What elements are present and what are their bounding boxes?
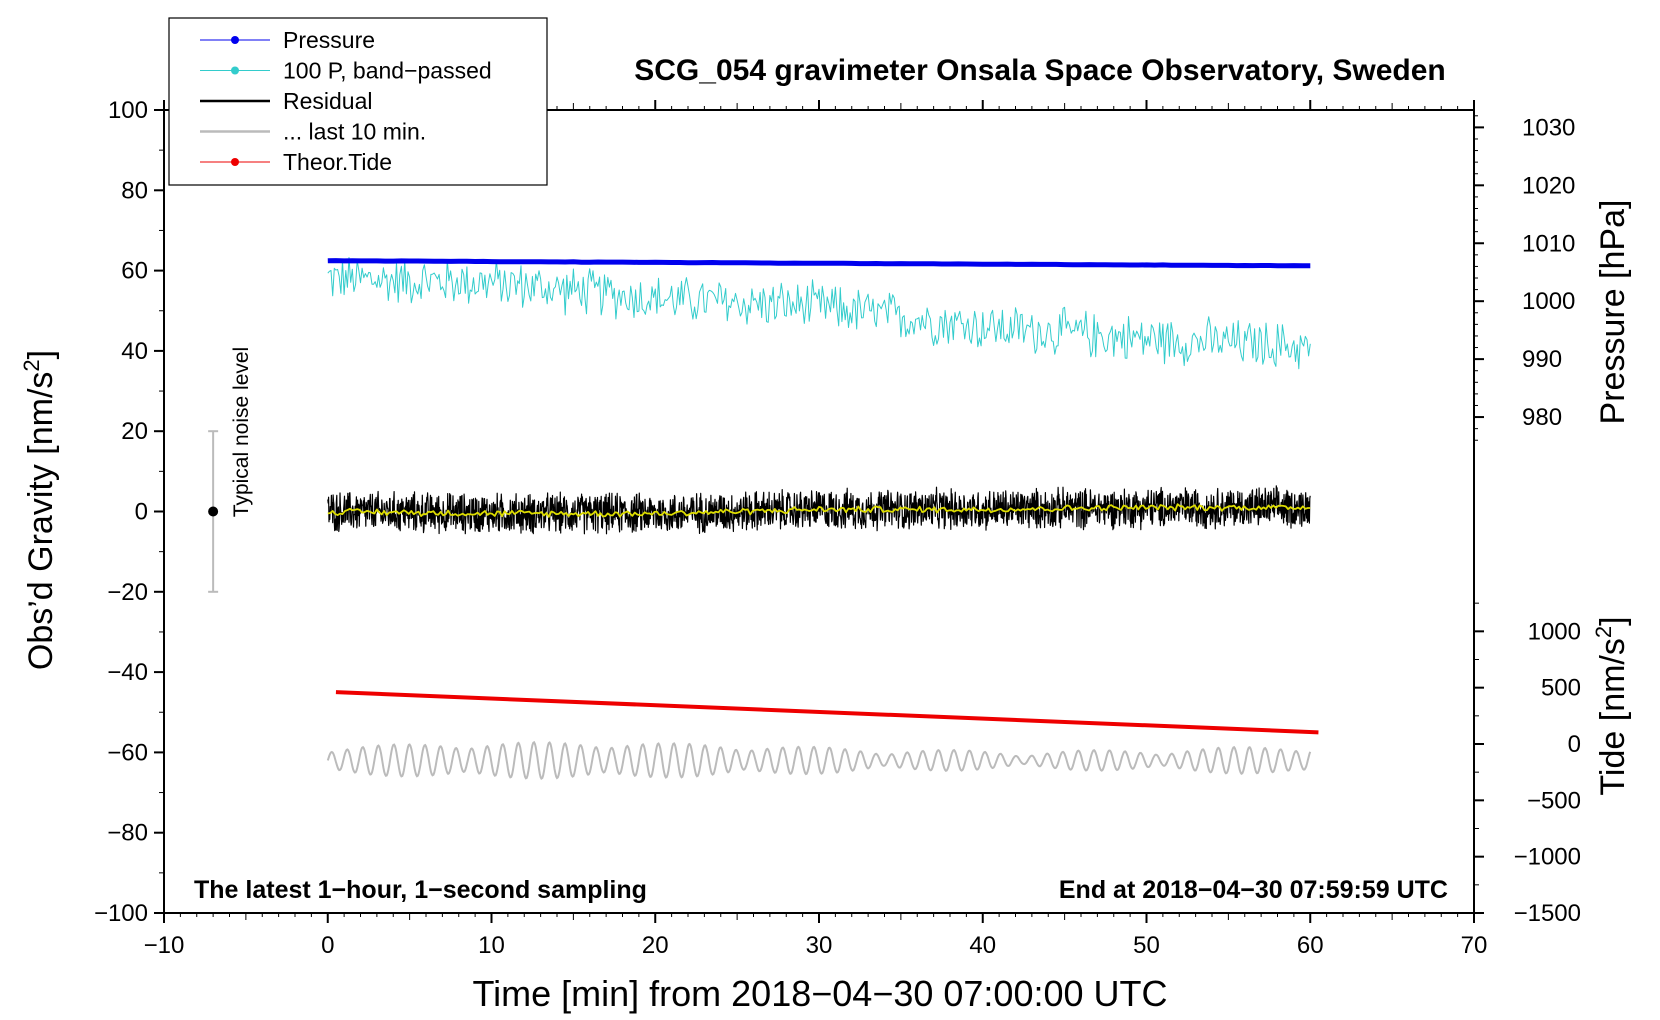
y-tide-tick-label: 1000 (1528, 618, 1581, 645)
y-tide-tick-label: −1500 (1514, 900, 1581, 927)
x-axis: −10 0 10 20 30 40 50 60 70 (144, 100, 1488, 959)
y-tide-tick-label: −500 (1527, 787, 1581, 814)
legend-entries: Pressure 100 P, band−passed Residual ... la… (200, 27, 492, 175)
y-axis-right: 1030 1020 1010 1000 990 980 1000 500 0 −500 −1000 −… (1474, 114, 1581, 927)
series-pressure (327, 258, 1311, 269)
y-left-tick-label: −60 (107, 739, 148, 766)
y-left-tick-label: 100 (108, 97, 148, 124)
x-tick-label: 40 (969, 932, 996, 959)
legend-label: Pressure (283, 27, 375, 53)
noise-label: Typical noise level (230, 347, 253, 517)
legend-marker (231, 36, 239, 44)
y-tide-tick-label: 0 (1568, 731, 1581, 758)
series-layer (326, 257, 1319, 781)
series-last-10-min (326, 740, 1312, 781)
y-left-tick-label: −40 (107, 659, 148, 686)
y-axis-label-tide-sup: 2 (1591, 626, 1616, 638)
series-band-passed-pressure (327, 257, 1311, 370)
legend-marker (231, 66, 239, 75)
y-axis-label-left-main: Obs’d Gravity [nm/s (22, 372, 60, 671)
annotation-bottom-right: End at 2018−04−30 07:59:59 UTC (1059, 876, 1448, 904)
y-pressure-tick-label: 1000 (1522, 288, 1575, 315)
legend: Pressure 100 P, band−passed Residual ... la… (168, 17, 548, 186)
y-axis-label-tide: Tide [nm/s2] (1591, 616, 1632, 795)
y-left-tick-label: −20 (107, 579, 148, 606)
series-residual-smoothed (327, 503, 1311, 518)
noise-dot (208, 506, 219, 517)
series-residual (327, 485, 1311, 535)
y-pressure-tick-label: 1010 (1522, 230, 1575, 257)
legend-label: Theor.Tide (283, 149, 392, 175)
x-tick-label: −10 (144, 932, 185, 959)
y-left-tick-label: 40 (121, 338, 148, 365)
y-left-tick-label: 80 (121, 177, 148, 204)
noise-indicator: Typical noise level (208, 347, 253, 593)
y-pressure-tick-label: 1020 (1522, 172, 1575, 199)
y-left-tick-label: 0 (135, 499, 148, 526)
x-tick-label: 0 (321, 932, 334, 959)
y-axis-left: 100 80 60 40 20 0 −20 −40 −60 −80 −100 (94, 97, 164, 927)
y-axis-label-left-sup: 2 (19, 359, 44, 371)
y-axis-label-tide-main: Tide [nm/s (1594, 638, 1632, 795)
series-theor-tide (335, 690, 1319, 735)
chart-title: SCG_054 gravimeter Onsala Space Observat… (634, 54, 1446, 87)
y-left-tick-label: −100 (94, 900, 148, 927)
legend-label: 100 P, band−passed (283, 58, 492, 84)
x-tick-label: 10 (478, 932, 505, 959)
annotation-bottom-left: The latest 1−hour, 1−second sampling (194, 876, 647, 904)
x-tick-label: 30 (806, 932, 833, 959)
y-tide-tick-label: 500 (1541, 675, 1581, 702)
y-axis-label-tide-close: ] (1594, 616, 1632, 625)
y-left-tick-label: −80 (107, 820, 148, 847)
y-left-tick-label: 20 (121, 418, 148, 445)
y-pressure-tick-label: 980 (1522, 404, 1562, 431)
x-tick-label: 50 (1133, 932, 1160, 959)
y-axis-label-left-close: ] (22, 350, 60, 359)
y-pressure-tick-label: 990 (1522, 346, 1562, 373)
legend-label: ... last 10 min. (283, 119, 426, 145)
x-tick-label: 60 (1297, 932, 1324, 959)
y-axis-label-pressure: Pressure [hPa] (1594, 200, 1632, 425)
x-tick-label: 70 (1461, 932, 1488, 959)
x-axis-label: Time [min] from 2018−04−30 07:00:00 UTC (472, 973, 1167, 1014)
y-pressure-tick-label: 1030 (1522, 114, 1575, 141)
legend-marker (231, 158, 239, 166)
x-tick-label: 20 (642, 932, 669, 959)
legend-label: Residual (283, 88, 373, 114)
y-tide-tick-label: −1000 (1514, 844, 1581, 871)
y-axis-label-left: Obs’d Gravity [nm/s2] (19, 350, 60, 670)
y-left-tick-label: 60 (121, 258, 148, 285)
